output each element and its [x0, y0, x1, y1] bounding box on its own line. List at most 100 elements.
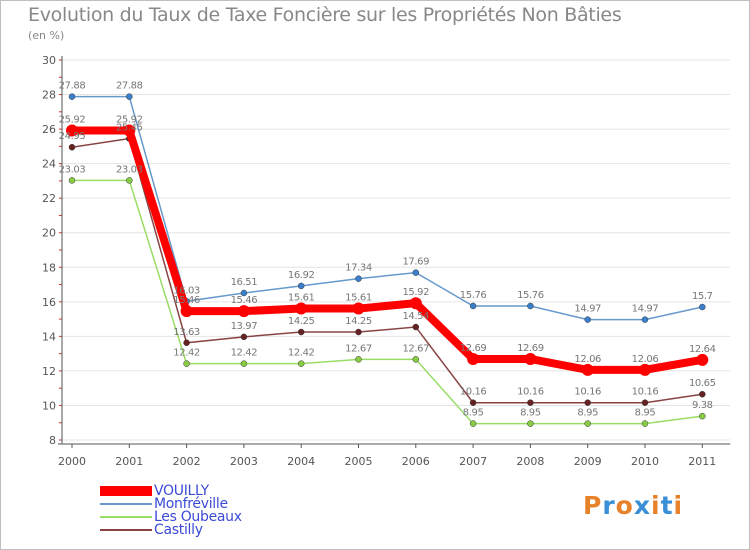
legend-swatch [100, 486, 152, 496]
y-tick-label: 14 [42, 330, 56, 343]
y-tick-label: 24 [42, 158, 56, 171]
data-point [126, 177, 133, 184]
series-line [71, 137, 703, 404]
x-tick-label: 2006 [402, 455, 430, 468]
x-tick-label: 2000 [58, 455, 86, 468]
legend-swatch [100, 503, 152, 505]
data-point [355, 356, 362, 363]
data-label: 8.95 [635, 408, 656, 419]
data-label: 12.67 [402, 343, 429, 354]
data-label: 8.95 [463, 408, 484, 419]
data-point [527, 420, 534, 427]
data-point [352, 302, 365, 315]
data-label: 10.65 [689, 378, 716, 389]
data-label: 25.45 [116, 123, 143, 134]
data-point [355, 275, 362, 282]
data-label: 15.76 [517, 290, 544, 301]
x-tick-label: 2010 [631, 455, 659, 468]
y-tick-label: 8 [49, 434, 56, 447]
data-label: 12.42 [173, 348, 200, 359]
data-point [237, 305, 250, 318]
data-point [469, 399, 477, 406]
data-label: 27.88 [116, 81, 143, 92]
data-label: 14.25 [288, 316, 315, 327]
data-point [412, 356, 420, 363]
logo-letter: P [583, 491, 603, 520]
x-tick-label: 2011 [688, 455, 716, 468]
x-tick-label: 2007 [459, 455, 487, 468]
data-point [699, 390, 706, 398]
data-label: 12.06 [574, 354, 601, 365]
data-point [467, 352, 480, 365]
data-label: 13.97 [231, 321, 258, 332]
legend-label: Monfréville [154, 496, 228, 512]
chart-title: Evolution du Taux de Taxe Foncière sur l… [28, 4, 622, 26]
data-point [641, 399, 649, 406]
data-label: 12.64 [689, 344, 716, 355]
data-label: 16.92 [288, 270, 315, 281]
data-point [68, 143, 76, 151]
data-label: 27.88 [59, 81, 86, 92]
data-label: 12.69 [517, 343, 544, 354]
data-point [123, 124, 136, 137]
data-label: 15.76 [460, 290, 487, 301]
series-line [72, 179, 703, 425]
logo-letter: r [602, 491, 616, 520]
legend-swatch [100, 529, 152, 531]
data-label: 8.95 [520, 408, 541, 419]
data-label: 15.46 [231, 295, 258, 306]
legend-swatch [100, 516, 152, 518]
data-label: 9.38 [692, 400, 713, 411]
data-label: 14.25 [345, 316, 372, 327]
data-point [240, 360, 248, 367]
data-point [297, 282, 305, 290]
data-label: 12.69 [460, 343, 487, 354]
data-label: 24.95 [59, 131, 86, 142]
data-point [240, 333, 248, 341]
data-label: 12.06 [632, 354, 659, 365]
x-tick-label: 2008 [516, 455, 544, 468]
data-point [66, 124, 78, 137]
data-point [126, 93, 133, 100]
data-point [409, 297, 422, 310]
data-label: 15.61 [345, 293, 372, 304]
data-point [584, 420, 591, 427]
y-tick-label: 22 [42, 192, 56, 205]
data-point [584, 399, 591, 406]
data-point [641, 316, 649, 323]
data-point [639, 363, 651, 376]
data-label: 25.92 [59, 114, 86, 125]
data-label: 17.34 [345, 263, 372, 274]
data-point [183, 339, 190, 347]
data-label: 8.95 [577, 408, 598, 419]
y-tick-label: 20 [42, 227, 56, 240]
data-label: 14.54 [402, 311, 429, 322]
data-label: 13.63 [173, 327, 200, 338]
data-label: 12.67 [345, 343, 372, 354]
y-tick-label: 12 [42, 365, 56, 378]
y-tick-label: 28 [42, 89, 56, 102]
legend-label: Les Oubeaux [154, 509, 242, 525]
data-point [183, 360, 190, 367]
data-label: 15.92 [402, 287, 429, 298]
data-point [297, 328, 305, 336]
data-label: 15.61 [288, 293, 315, 304]
data-point [527, 399, 534, 406]
data-point [641, 420, 649, 427]
x-tick-label: 2002 [173, 455, 201, 468]
data-label: 10.16 [460, 387, 487, 398]
data-label: 14.97 [574, 304, 601, 315]
data-point [699, 303, 706, 311]
data-point [297, 360, 305, 367]
y-tick-label: 30 [42, 54, 56, 67]
legend-label: Castilly [154, 522, 203, 538]
proxiti-logo: Proxiti [583, 491, 683, 520]
data-point [355, 328, 362, 336]
data-point [68, 177, 76, 184]
data-label: 17.69 [402, 257, 429, 268]
data-label: 16.03 [173, 285, 200, 296]
series-line [72, 95, 703, 321]
data-point [180, 305, 193, 318]
